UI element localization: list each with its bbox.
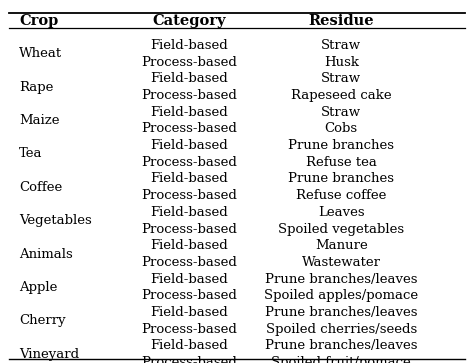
Text: Process-based: Process-based <box>142 256 237 269</box>
Text: Residue: Residue <box>309 13 374 28</box>
Text: Straw: Straw <box>321 39 361 52</box>
Text: Vegetables: Vegetables <box>19 214 91 227</box>
Text: Refuse coffee: Refuse coffee <box>296 189 386 202</box>
Text: Vineyard: Vineyard <box>19 348 79 361</box>
Text: Process-based: Process-based <box>142 356 237 363</box>
Text: Cobs: Cobs <box>325 122 358 135</box>
Text: Wastewater: Wastewater <box>302 256 381 269</box>
Text: Crop: Crop <box>19 13 58 28</box>
Text: Field-based: Field-based <box>151 273 228 286</box>
Text: Process-based: Process-based <box>142 89 237 102</box>
Text: Field-based: Field-based <box>151 339 228 352</box>
Text: Process-based: Process-based <box>142 289 237 302</box>
Text: Coffee: Coffee <box>19 181 62 194</box>
Text: Straw: Straw <box>321 106 361 119</box>
Text: Prune branches/leaves: Prune branches/leaves <box>265 273 418 286</box>
Text: Apple: Apple <box>19 281 57 294</box>
Text: Field-based: Field-based <box>151 139 228 152</box>
Text: Category: Category <box>153 13 227 28</box>
Text: Rapeseed cake: Rapeseed cake <box>291 89 392 102</box>
Text: Animals: Animals <box>19 248 73 261</box>
Text: Wheat: Wheat <box>19 47 62 60</box>
Text: Cherry: Cherry <box>19 314 65 327</box>
Text: Prune branches: Prune branches <box>288 139 394 152</box>
Text: Prune branches/leaves: Prune branches/leaves <box>265 339 418 352</box>
Text: Prune branches/leaves: Prune branches/leaves <box>265 306 418 319</box>
Text: Spoiled fruit/pomace: Spoiled fruit/pomace <box>272 356 411 363</box>
Text: Process-based: Process-based <box>142 56 237 69</box>
Text: Process-based: Process-based <box>142 323 237 336</box>
Text: Leaves: Leaves <box>318 206 365 219</box>
Text: Spoiled cherries/seeds: Spoiled cherries/seeds <box>265 323 417 336</box>
Text: Process-based: Process-based <box>142 223 237 236</box>
Text: Prune branches: Prune branches <box>288 172 394 185</box>
Text: Straw: Straw <box>321 72 361 85</box>
Text: Process-based: Process-based <box>142 156 237 169</box>
Text: Process-based: Process-based <box>142 122 237 135</box>
Text: Field-based: Field-based <box>151 206 228 219</box>
Text: Field-based: Field-based <box>151 239 228 252</box>
Text: Field-based: Field-based <box>151 172 228 185</box>
Text: Process-based: Process-based <box>142 189 237 202</box>
Text: Field-based: Field-based <box>151 72 228 85</box>
Text: Husk: Husk <box>324 56 359 69</box>
Text: Field-based: Field-based <box>151 306 228 319</box>
Text: Field-based: Field-based <box>151 39 228 52</box>
Text: Spoiled vegetables: Spoiled vegetables <box>278 223 404 236</box>
Text: Manure: Manure <box>315 239 368 252</box>
Text: Refuse tea: Refuse tea <box>306 156 377 169</box>
Text: Spoiled apples/pomace: Spoiled apples/pomace <box>264 289 419 302</box>
Text: Tea: Tea <box>19 147 43 160</box>
Text: Rape: Rape <box>19 81 54 94</box>
Text: Field-based: Field-based <box>151 106 228 119</box>
Text: Maize: Maize <box>19 114 59 127</box>
